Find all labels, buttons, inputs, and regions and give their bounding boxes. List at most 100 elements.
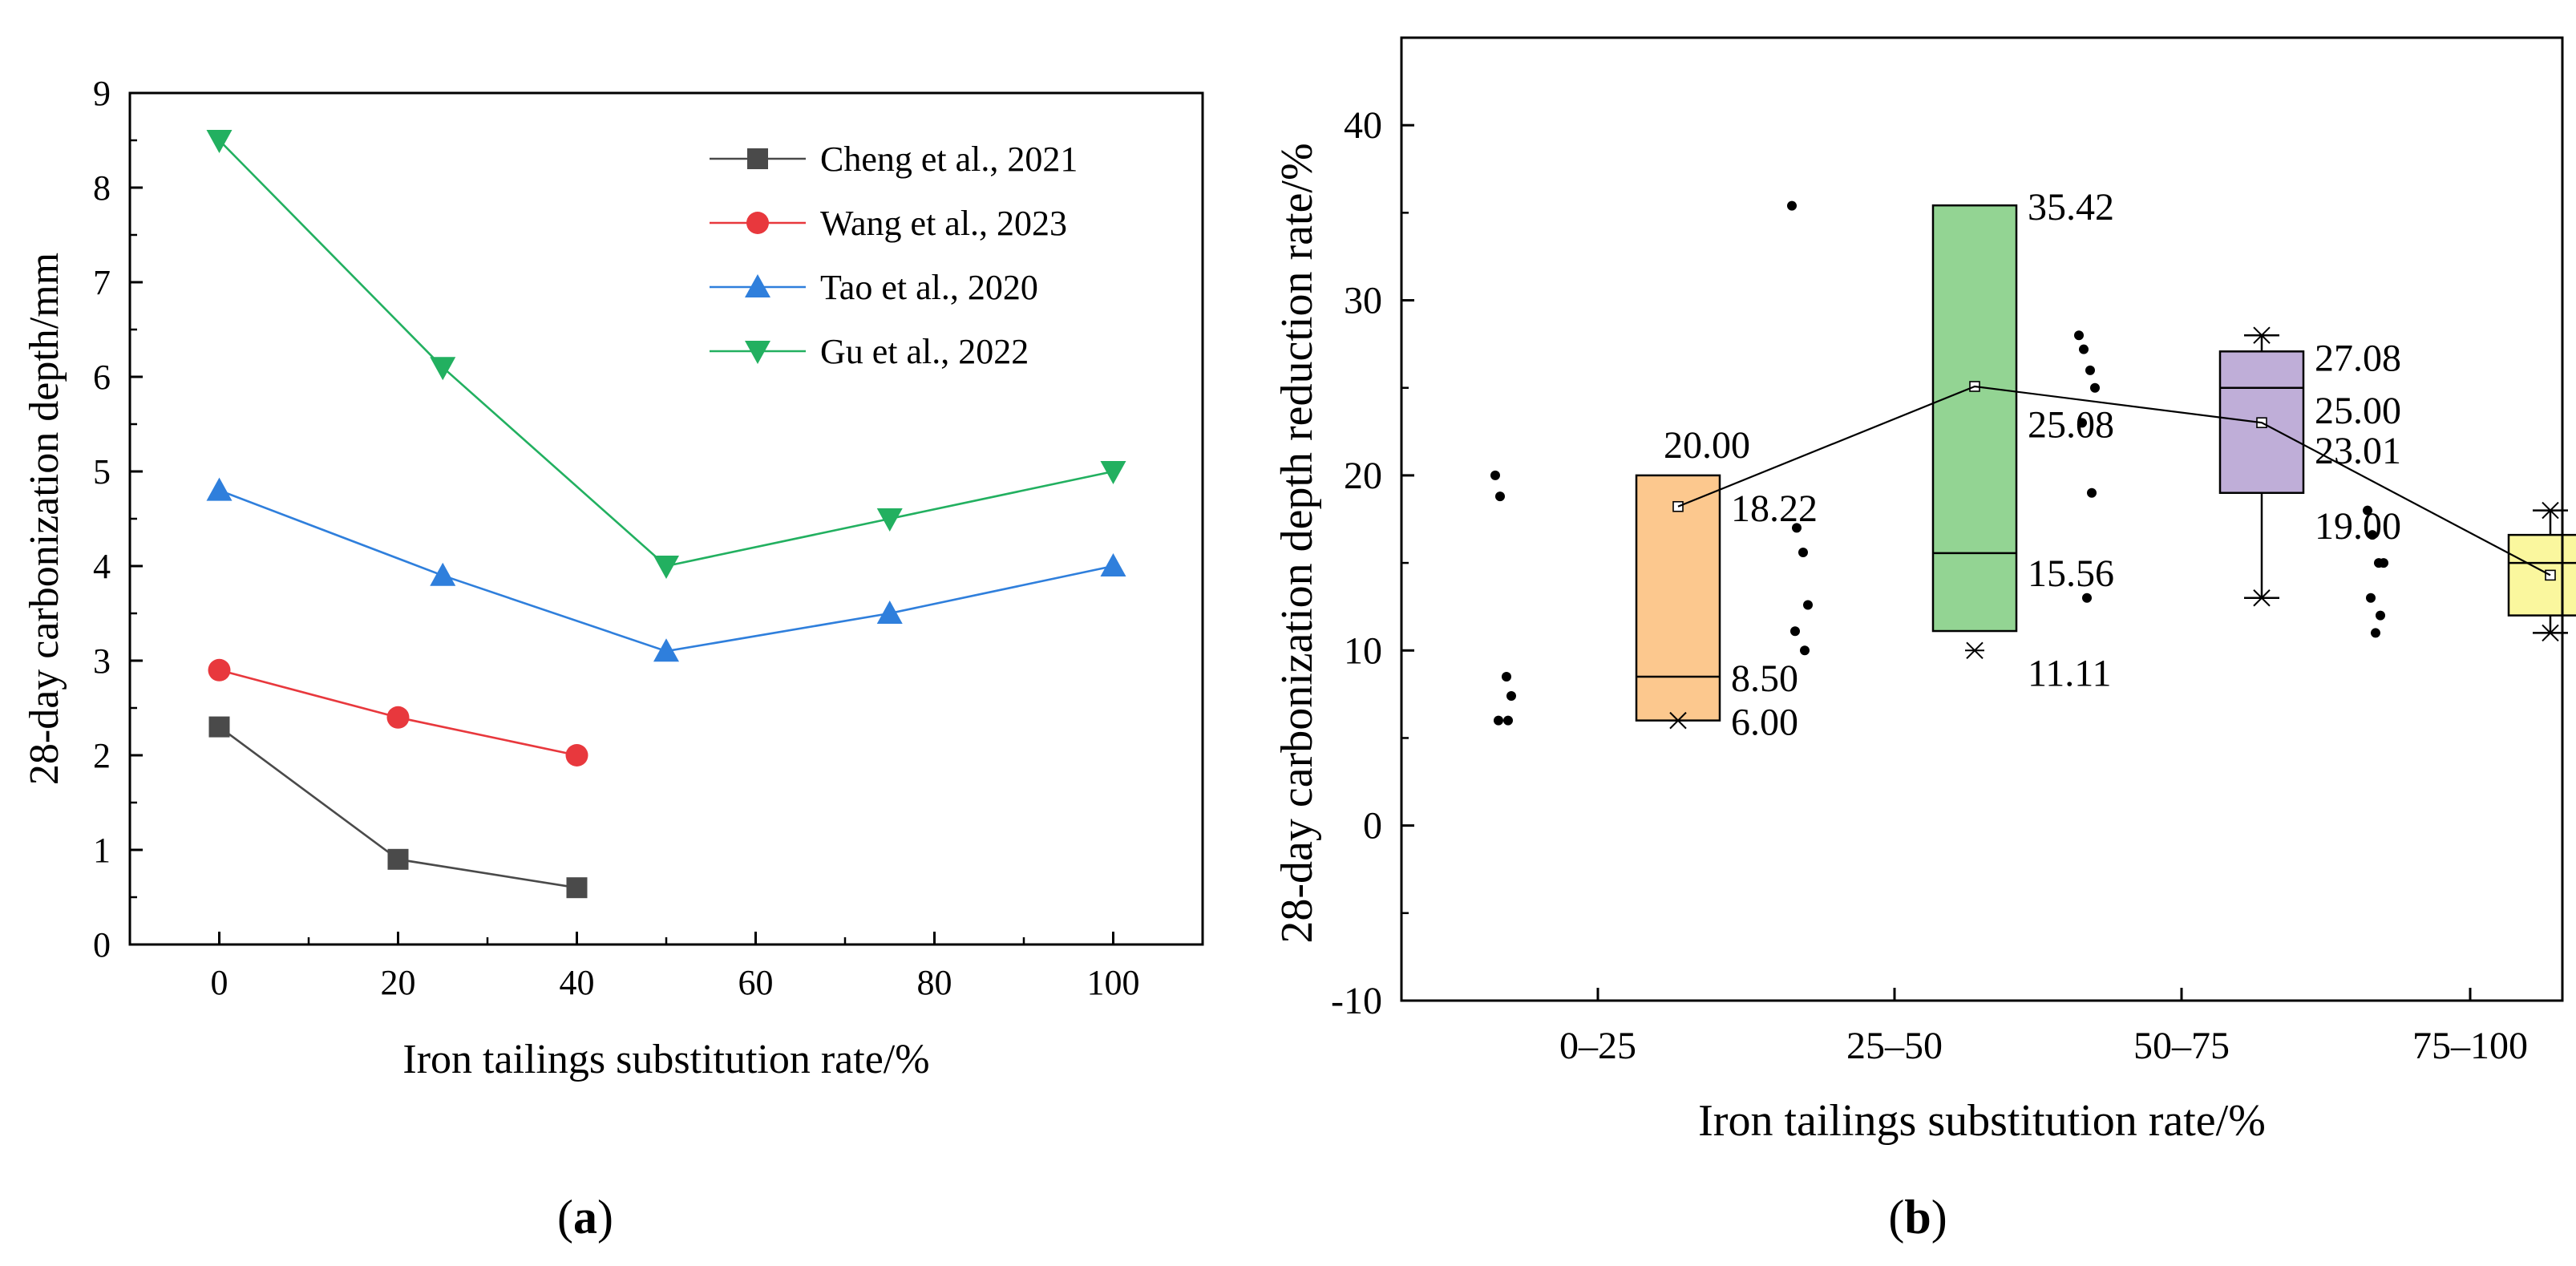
panel-label-b: (b) xyxy=(1888,1191,1947,1244)
data-point xyxy=(1792,523,1802,533)
y-tick-label: 6 xyxy=(93,358,111,397)
data-point xyxy=(2379,558,2388,568)
panel-label-a: (a) xyxy=(557,1191,613,1244)
x-tick-label: 100 xyxy=(1087,963,1140,1002)
panel-a: 0 20 40 60 80 100 0 1 2 3 4 5 6 7 8 9 Iron tailings subs… xyxy=(22,74,1204,1244)
x-tick-label: 50–75 xyxy=(2133,1025,2230,1067)
legend-label-cheng-et-al-2021: Cheng et al., 2021 xyxy=(820,140,1078,179)
data-point-tao-et-al-2020 xyxy=(430,562,456,586)
y-tick-label: -10 xyxy=(1331,980,1382,1022)
y-tick-label: 0 xyxy=(1363,805,1382,847)
x-tick-label: 0–25 xyxy=(1559,1025,1636,1067)
data-point xyxy=(2087,487,2097,498)
data-point xyxy=(1490,470,1500,480)
legend-label-gu-et-al-2022: Gu et al., 2022 xyxy=(820,332,1029,371)
y-tick-label: 8 xyxy=(93,168,111,208)
value-label: 20.00 xyxy=(1664,424,1750,467)
mean-connect-line xyxy=(1677,385,2551,576)
panel-label-part: a xyxy=(573,1191,597,1244)
data-point xyxy=(2371,628,2380,638)
data-point-gu-et-al-2022 xyxy=(430,357,456,381)
data-point xyxy=(1506,691,1516,702)
box-75-100 xyxy=(2507,533,2576,617)
value-label: 18.22 xyxy=(1731,487,1818,530)
data-point xyxy=(2085,365,2095,375)
legend-label-tao-et-al-2020: Tao et al., 2020 xyxy=(820,268,1038,307)
y-tick-label: 0 xyxy=(93,925,111,965)
y-tick-label: 9 xyxy=(93,74,111,113)
x-tick-label: 60 xyxy=(738,963,774,1002)
y-tick-label: 2 xyxy=(93,736,111,775)
legend-marker-cheng-et-al-2021 xyxy=(747,148,768,169)
data-point xyxy=(2376,610,2385,621)
data-point xyxy=(2366,593,2376,603)
data-point-wang-et-al-2023 xyxy=(208,658,231,682)
box-25-50 xyxy=(1931,204,2018,633)
data-point-gu-et-al-2022 xyxy=(1100,461,1126,484)
data-point xyxy=(1494,715,1503,726)
max-marker xyxy=(2541,501,2560,520)
data-point-wang-et-al-2023 xyxy=(386,706,410,729)
data-point xyxy=(1502,672,1511,682)
data-point-tao-et-al-2020 xyxy=(206,477,233,501)
max-marker xyxy=(2252,326,2271,344)
data-point-tao-et-al-2020 xyxy=(876,601,903,624)
x-axis-label: Iron tailings substitution rate/% xyxy=(1698,1096,2266,1146)
data-point-tao-et-al-2020 xyxy=(653,638,679,662)
x-axis-label: Iron tailings substitution rate/% xyxy=(402,1037,929,1082)
data-point xyxy=(1798,547,1808,557)
data-point xyxy=(2368,530,2377,540)
data-point xyxy=(1503,715,1513,726)
value-label: 25.00 xyxy=(2315,390,2401,432)
data-point-cheng-et-al-2021 xyxy=(208,716,230,738)
panel-b: 20.00 18.22 8.506.00 35.42 25.08 15.56 11.11 27… xyxy=(1272,36,2576,1244)
data-point-wang-et-al-2023 xyxy=(565,744,588,766)
panel-label-part: ) xyxy=(1931,1191,1947,1244)
data-point xyxy=(1803,600,1813,610)
y-tick-label: 1 xyxy=(93,831,111,870)
y-tick-label: 40 xyxy=(1344,104,1382,147)
y-axis-label: 28-day carbonization depth/mm xyxy=(22,253,67,785)
value-label: 23.01 xyxy=(2315,430,2401,472)
data-point xyxy=(2090,382,2100,393)
data-point xyxy=(2363,505,2372,516)
y-tick-label: 10 xyxy=(1344,629,1382,672)
data-point-cheng-et-al-2021 xyxy=(387,848,409,870)
panel-label-part: b xyxy=(1904,1191,1931,1244)
data-point-gu-et-al-2022 xyxy=(653,556,679,579)
data-point xyxy=(2074,330,2084,341)
min-marker xyxy=(1965,641,1984,659)
x-tick-label: 20 xyxy=(381,963,416,1002)
data-point-gu-et-al-2022 xyxy=(876,508,903,532)
box-group-0-25: 20.00 18.22 8.506.00 xyxy=(1490,424,1818,744)
min-marker xyxy=(2252,589,2271,607)
data-point-gu-et-al-2022 xyxy=(206,130,233,153)
y-tick-label: 7 xyxy=(93,263,111,302)
legend-label-wang-et-al-2023: Wang et al., 2023 xyxy=(820,204,1067,243)
y-tick-label: 30 xyxy=(1344,280,1382,322)
data-point xyxy=(1787,200,1797,211)
y-tick-label: 4 xyxy=(93,547,111,586)
data-point xyxy=(1790,626,1800,637)
value-label: 19.00 xyxy=(2315,505,2401,548)
y-tick-label: 5 xyxy=(93,452,111,491)
y-tick-label: 20 xyxy=(1344,455,1382,497)
y-axis-label: 28-day carbonization depth reduction rat… xyxy=(1272,143,1322,943)
data-point xyxy=(1800,645,1810,656)
x-tick-label: 75–100 xyxy=(2412,1025,2528,1067)
data-point xyxy=(2077,418,2087,428)
value-label: 6.00 xyxy=(1731,702,1798,744)
box-0-25 xyxy=(1635,474,1721,722)
x-tick-label: 40 xyxy=(560,963,595,1002)
value-label: 25.08 xyxy=(2028,403,2114,446)
value-label: 27.08 xyxy=(2315,337,2401,379)
y-tick-label: 3 xyxy=(93,641,111,681)
data-point-cheng-et-al-2021 xyxy=(566,877,588,899)
legend-marker-tao-et-al-2020 xyxy=(745,274,770,297)
min-marker xyxy=(1668,711,1688,730)
x-tick-label: 0 xyxy=(211,963,228,1002)
plot-frame xyxy=(1400,36,2564,1002)
